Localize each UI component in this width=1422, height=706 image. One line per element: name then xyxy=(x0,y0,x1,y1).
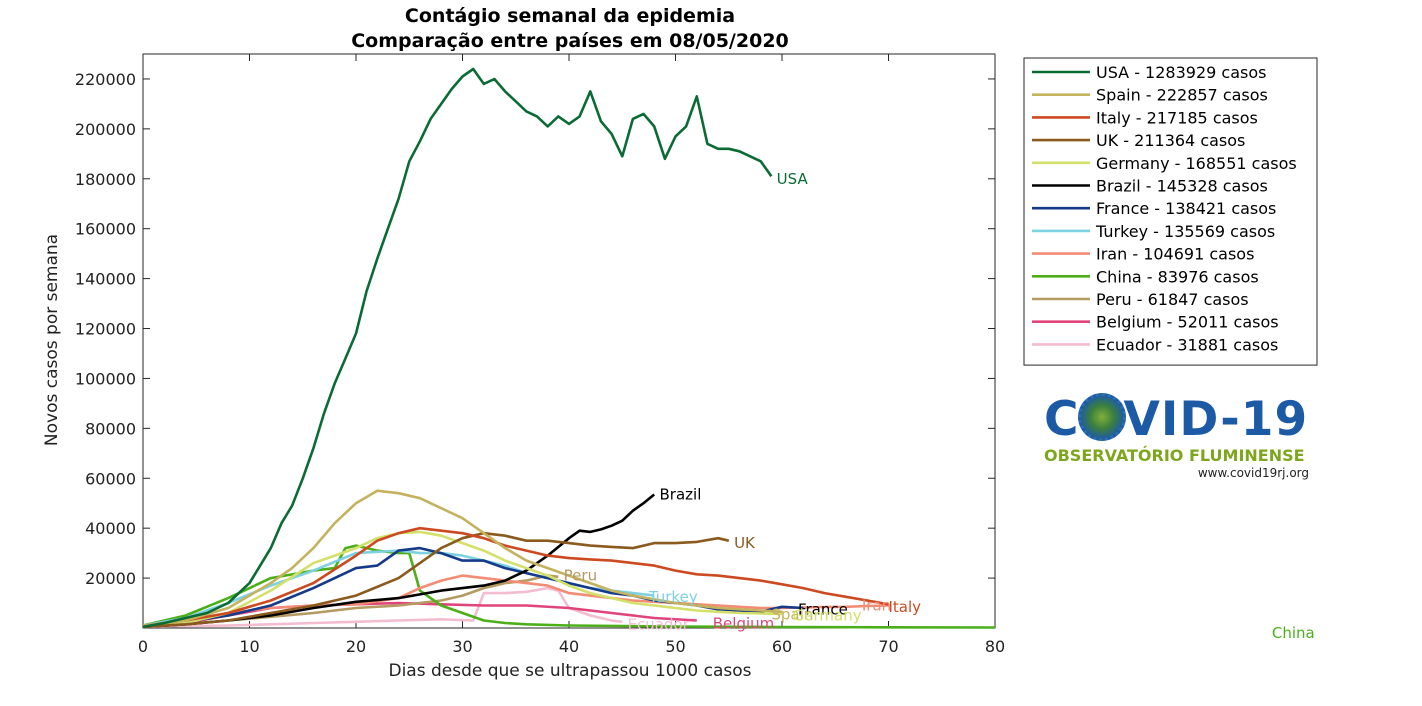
chart-subtitle: Comparação entre países em 08/05/2020 xyxy=(351,30,789,52)
logo-title: C VID-19 xyxy=(1044,392,1308,447)
x-tick-label: 10 xyxy=(239,637,259,656)
x-tick-label: 40 xyxy=(559,637,579,656)
legend-entry-germany: Germany - 168551 casos xyxy=(1096,154,1297,173)
x-tick-label: 50 xyxy=(665,637,685,656)
logo-url: www.covid19rj.org xyxy=(1197,466,1309,480)
series-end-label-spain: Spain xyxy=(771,605,813,623)
legend-entry-france: France - 138421 casos xyxy=(1096,199,1276,218)
series-line-usa xyxy=(143,67,773,629)
y-tick-label: 140000 xyxy=(75,270,136,289)
series-end-label-belgium: Belgium xyxy=(713,615,775,633)
y-tick-label: 120000 xyxy=(75,320,136,339)
y-tick-label: 100000 xyxy=(75,369,136,388)
series-end-label-uk: UK xyxy=(734,534,756,552)
x-axis-label: Dias desde que se ultrapassou 1000 casos xyxy=(388,661,751,681)
y-tick-label: 160000 xyxy=(75,220,136,239)
series-line-brazil xyxy=(143,493,656,629)
legend-entry-ecuador: Ecuador - 31881 casos xyxy=(1096,335,1278,354)
y-tick-label: 200000 xyxy=(75,120,136,139)
legend-entry-brazil: Brazil - 145328 casos xyxy=(1096,177,1268,196)
x-tick-label: 20 xyxy=(346,637,366,656)
legend-box xyxy=(1023,57,1318,366)
series-line-spain xyxy=(143,489,783,627)
covid19-logo: C VID-19 OBSERVATÓRIO FLUMINENSE www.covi… xyxy=(1040,392,1315,488)
series-end-label-france: France xyxy=(798,600,848,618)
logo-title-left: C xyxy=(1044,392,1080,447)
legend-entry-iran: Iran - 104691 casos xyxy=(1096,245,1254,264)
legend-entry-uk: UK - 211364 casos xyxy=(1096,131,1245,150)
y-tick-label: 60000 xyxy=(85,469,136,488)
legend-entry-peru: Peru - 61847 casos xyxy=(1096,290,1249,309)
series-end-label-turkey: Turkey xyxy=(648,588,698,606)
series-group xyxy=(143,67,995,629)
chart-title: Contágio semanal da epidemia xyxy=(405,5,735,27)
series-line-uk xyxy=(143,531,730,629)
series-line-italy xyxy=(143,526,889,627)
y-tick-label: 180000 xyxy=(75,170,136,189)
x-tick-label: 60 xyxy=(772,637,792,656)
legend-entry-turkey: Turkey - 135569 casos xyxy=(1095,222,1275,241)
series-line-germany xyxy=(143,530,783,629)
legend-entry-usa: USA - 1283929 casos xyxy=(1096,63,1266,82)
y-tick-label: 40000 xyxy=(85,519,136,538)
legend-entry-italy: Italy - 217185 casos xyxy=(1096,108,1258,127)
logo-subtitle: OBSERVATÓRIO FLUMINENSE xyxy=(1044,446,1305,465)
logo-title-right: VID-19 xyxy=(1123,392,1309,447)
series-end-label-peru: Peru xyxy=(564,567,597,585)
series-end-label-germany: Germany xyxy=(793,607,862,625)
x-tick-label: 70 xyxy=(878,637,898,656)
virus-icon xyxy=(1077,393,1126,441)
legend-entry-china: China - 83976 casos xyxy=(1096,267,1259,286)
y-tick-label: 220000 xyxy=(75,70,136,89)
plot-area: 0 10 20 30 40 50 60 70 80 20000 40000 60000 80000 100… xyxy=(75,53,1315,656)
x-tick-label: 30 xyxy=(452,637,472,656)
legend-entry-spain: Spain - 222857 casos xyxy=(1096,86,1268,105)
y-tick-label: 20000 xyxy=(85,569,136,588)
series-end-label-usa: USA xyxy=(777,170,809,188)
y-tick-label: 80000 xyxy=(85,419,136,438)
x-tick-label: 80 xyxy=(985,637,1005,656)
series-end-label-italy: Italy xyxy=(889,598,922,616)
series-end-label-ecuador: Ecuador xyxy=(628,615,690,633)
series-end-label-brazil: Brazil xyxy=(660,485,702,503)
legend-entry-belgium: Belgium - 52011 casos xyxy=(1096,313,1279,332)
series-end-label-china: China xyxy=(1272,624,1315,642)
y-axis-label: Novos casos por semana xyxy=(42,234,62,446)
series-end-label-iran: Iran xyxy=(862,597,891,615)
legend: USA - 1283929 casos Spain - 222857 casos I… xyxy=(1023,57,1318,366)
x-tick-label: 0 xyxy=(138,637,148,656)
